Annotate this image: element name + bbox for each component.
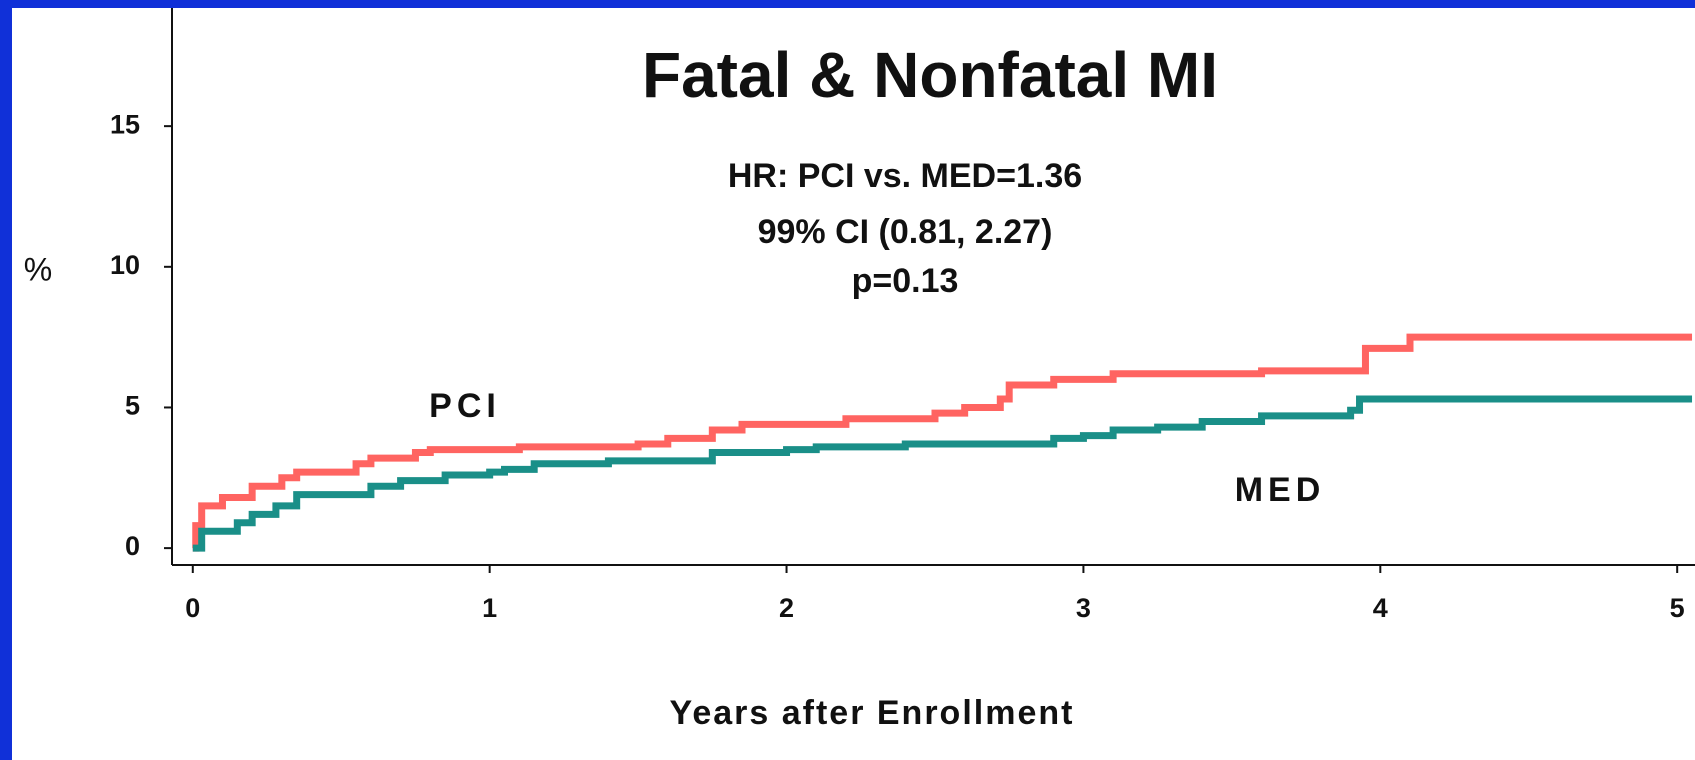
chart-background bbox=[12, 8, 1695, 760]
series-label: MED bbox=[1235, 471, 1326, 509]
annotation: 99% CI (0.81, 2.27) bbox=[758, 213, 1053, 251]
y-tick-label: 10 bbox=[110, 250, 140, 280]
chart-title: Fatal & Nonfatal MI bbox=[642, 39, 1218, 111]
x-tick-label: 5 bbox=[1670, 593, 1685, 623]
km-curve bbox=[192, 395, 1693, 552]
y-tick-label: 0 bbox=[125, 531, 140, 561]
y-tick-label: 5 bbox=[125, 391, 140, 421]
y-axis-label: % bbox=[24, 251, 52, 287]
y-tick-label: 15 bbox=[110, 109, 140, 139]
x-tick-label: 4 bbox=[1373, 593, 1388, 623]
annotation: HR: PCI vs. MED=1.36 bbox=[728, 157, 1082, 195]
series-label: PCI bbox=[429, 387, 501, 425]
annotation: p=0.13 bbox=[852, 262, 959, 300]
x-tick-label: 1 bbox=[482, 593, 497, 623]
x-tick-label: 0 bbox=[185, 593, 200, 623]
x-tick-label: 2 bbox=[779, 593, 794, 623]
x-axis-label: Years after Enrollment bbox=[670, 694, 1075, 732]
x-tick-label: 3 bbox=[1076, 593, 1091, 623]
km-curve bbox=[192, 333, 1693, 552]
